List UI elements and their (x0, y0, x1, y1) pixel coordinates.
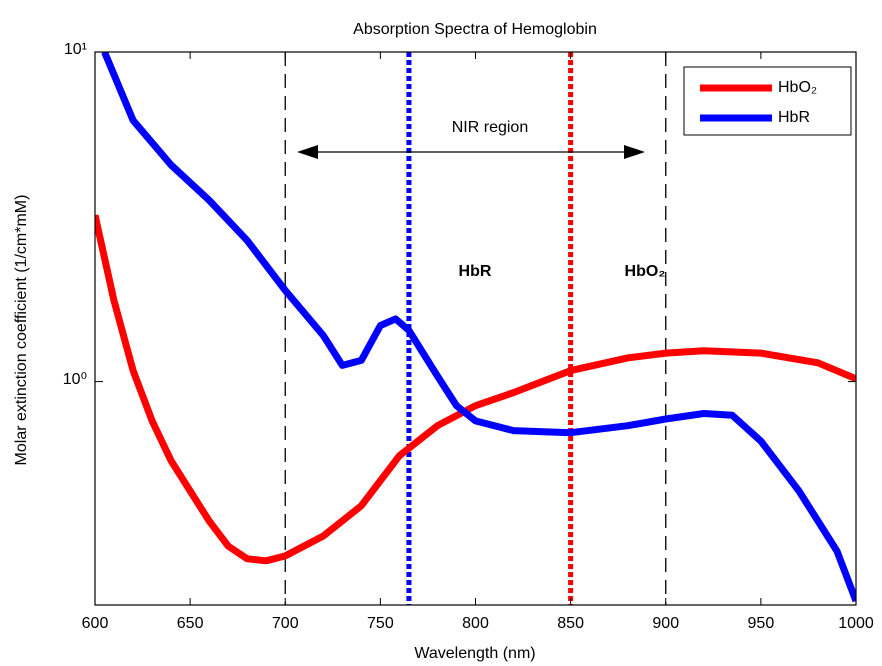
x-tick-label: 1000 (838, 615, 874, 632)
arrow-head (297, 145, 318, 159)
x-tick-label: 600 (82, 615, 109, 632)
legend-label: HbO₂ (778, 79, 817, 96)
data-line (95, 214, 856, 565)
y-tick-label: 10⁰ (63, 371, 87, 388)
legend-label: HbR (778, 109, 810, 126)
y-tick-label: 10¹ (64, 41, 87, 58)
x-tick-label: 800 (462, 615, 489, 632)
annotation: NIR region (452, 119, 528, 136)
data-line (101, 52, 856, 603)
x-tick-label: 650 (177, 615, 204, 632)
arrow-head (624, 145, 645, 159)
x-tick-label: 950 (748, 615, 775, 632)
y-axis-label: Molar extinction coefficient (1/cm*mM) (13, 195, 30, 466)
x-axis-label: Wavelength (nm) (414, 645, 535, 662)
x-tick-label: 750 (367, 615, 394, 632)
x-tick-label: 850 (557, 615, 584, 632)
x-tick-label: 900 (652, 615, 679, 632)
x-tick-label: 700 (272, 615, 299, 632)
chart-title: Absorption Spectra of Hemoglobin (353, 21, 597, 38)
annotation: HbR (459, 263, 492, 280)
annotation: HbO₂ (625, 263, 666, 280)
legend-box (683, 66, 852, 136)
